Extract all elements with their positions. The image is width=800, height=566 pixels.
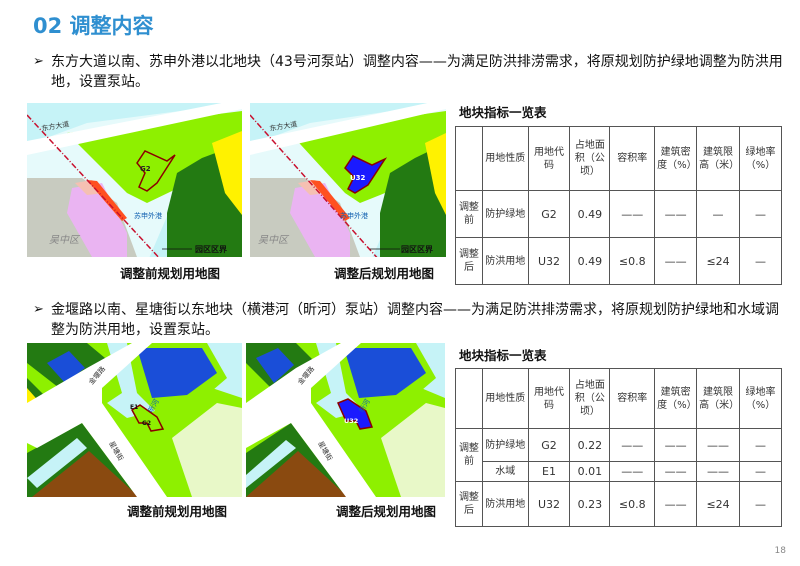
table-header-row: 用地性质 用地代码 占地面积（公顷） 容积率 建筑密度（%） 建筑限高（米） 绿… [455,126,782,191]
map-before-2: E1 G2 金堰路 星塘街 昕河 [27,343,242,497]
page-title: 02 调整内容 [33,14,154,38]
section-1-text: ➢ 东方大道以南、苏申外港以北地块（43号河泵站）调整内容——为满足防洪排涝需求，… [33,52,783,92]
arrow-bullet-icon: ➢ [33,302,44,317]
table-row: 调整后 防洪用地 U32 0.23 ≤0.8 —— ≤24 — [455,481,782,527]
cell: 防护绿地 [481,428,529,462]
header-cell: 用地性质 [481,368,529,429]
river-label: 苏申外港 [134,211,162,220]
cell: 0.22 [569,428,611,462]
header-cell: 容积率 [609,126,656,191]
cell: — [739,481,782,527]
cell: U32 [527,481,571,527]
header-cell: 用地性质 [481,126,529,191]
cell: — [739,461,782,482]
header-cell: 建筑密度（%） [654,126,698,191]
table-row: 调整后 防洪用地 U32 0.49 ≤0.8 —— ≤24 — [455,237,782,285]
cell: G2 [527,428,571,462]
cell: 调整后 [455,237,483,285]
cell: — [739,190,782,238]
table-row: 调整前 防护绿地 G2 0.49 —— —— — — [455,190,782,238]
river-label: 苏申外港 [340,211,368,220]
page-number: 18 [774,546,786,556]
group-cell: 调整后 [455,481,483,527]
cell: ≤24 [696,481,741,527]
cell: — [696,190,741,238]
cell: ≤0.8 [609,481,656,527]
header-cell: 用地代码 [527,368,571,429]
cell: G2 [527,190,571,238]
header-cell [455,126,483,191]
boundary-label: 园区区界 [401,244,434,254]
header-cell: 占地面积（公顷） [569,126,611,191]
header-cell: 用地代码 [527,126,571,191]
arrow-bullet-icon: ➢ [33,54,44,69]
cell: ≤0.8 [609,237,656,285]
map-caption: 调整前规划用地图 [120,266,221,281]
cell: —— [609,190,656,238]
district-label: 吴中区 [49,234,81,246]
map-caption: 调整前规划用地图 [127,504,228,519]
map-caption: 调整后规划用地图 [336,504,437,519]
cell: —— [654,481,698,527]
boundary-label: 园区区界 [195,244,228,254]
header-cell: 容积率 [609,368,656,429]
indicator-table-2: 用地性质 用地代码 占地面积（公顷） 容积率 建筑密度（%） 建筑限高（米） 绿… [455,368,782,527]
cell: 0.23 [569,481,611,527]
header-cell: 建筑限高（米） [696,126,741,191]
table-title: 地块指标一览表 [459,348,547,363]
parcel-label: G2 [140,165,151,173]
cell: U32 [527,237,571,285]
header-cell [455,368,483,429]
cell: —— [609,461,656,482]
section-2-bullet: 金堰路以南、星塘街以东地块（横港河（昕河）泵站）调整内容——为满足防洪排涝需求，… [51,302,779,338]
header-cell: 建筑密度（%） [654,368,698,429]
cell: —— [696,461,741,482]
table-header-row: 用地性质 用地代码 占地面积（公顷） 容积率 建筑密度（%） 建筑限高（米） 绿… [455,368,782,429]
indicator-table-1: 用地性质 用地代码 占地面积（公顷） 容积率 建筑密度（%） 建筑限高（米） 绿… [455,126,782,285]
cell: —— [654,461,698,482]
header-cell: 占地面积（公顷） [569,368,611,429]
cell: 0.49 [569,190,611,238]
header-cell: 绿地率（%） [739,368,782,429]
table-row: 调整前 防护绿地 G2 0.22 —— —— —— — [455,428,782,482]
parcel-label: U32 [344,417,358,425]
cell: 防洪用地 [481,481,529,527]
cell: — [739,428,782,462]
header-cell: 建筑限高（米） [696,368,741,429]
header-cell: 绿地率（%） [739,126,782,191]
district-label: 吴中区 [258,234,290,246]
cell: —— [654,237,698,285]
cell: 防护绿地 [481,190,529,238]
map-after-1: U32 东方大道 苏申外港 吴中区 园区区界 [250,103,446,257]
cell: —— [654,428,698,462]
table-title: 地块指标一览表 [459,105,547,120]
cell: 水域 [481,461,529,482]
section-2-text: ➢ 金堰路以南、星塘街以东地块（横港河（昕河）泵站）调整内容——为满足防洪排涝需求… [33,300,783,340]
group-cell: 调整前 [455,428,483,482]
section-1-bullet: 东方大道以南、苏申外港以北地块（43号河泵站）调整内容——为满足防洪排涝需求，将… [51,54,783,90]
cell: —— [654,190,698,238]
table-row: 水域 E1 0.01 —— —— —— — [456,461,782,482]
parcel-label: G2 [142,420,151,427]
map-caption: 调整后规划用地图 [334,266,435,281]
cell: E1 [527,461,571,482]
cell: —— [609,428,656,462]
cell: 调整前 [455,190,483,238]
cell: 0.01 [569,461,611,482]
map-before-1: G2 东方大道 苏申外港 吴中区 园区区界 [27,103,242,257]
cell: — [739,237,782,285]
parcel-label: U32 [350,174,366,182]
parcel-e1-label: E1 [130,404,138,411]
cell: —— [696,428,741,462]
cell: 0.49 [569,237,611,285]
map-after-2: U32 金堰路 星塘街 昕河 [246,343,445,497]
cell: ≤24 [696,237,741,285]
cell: 防洪用地 [481,237,529,285]
